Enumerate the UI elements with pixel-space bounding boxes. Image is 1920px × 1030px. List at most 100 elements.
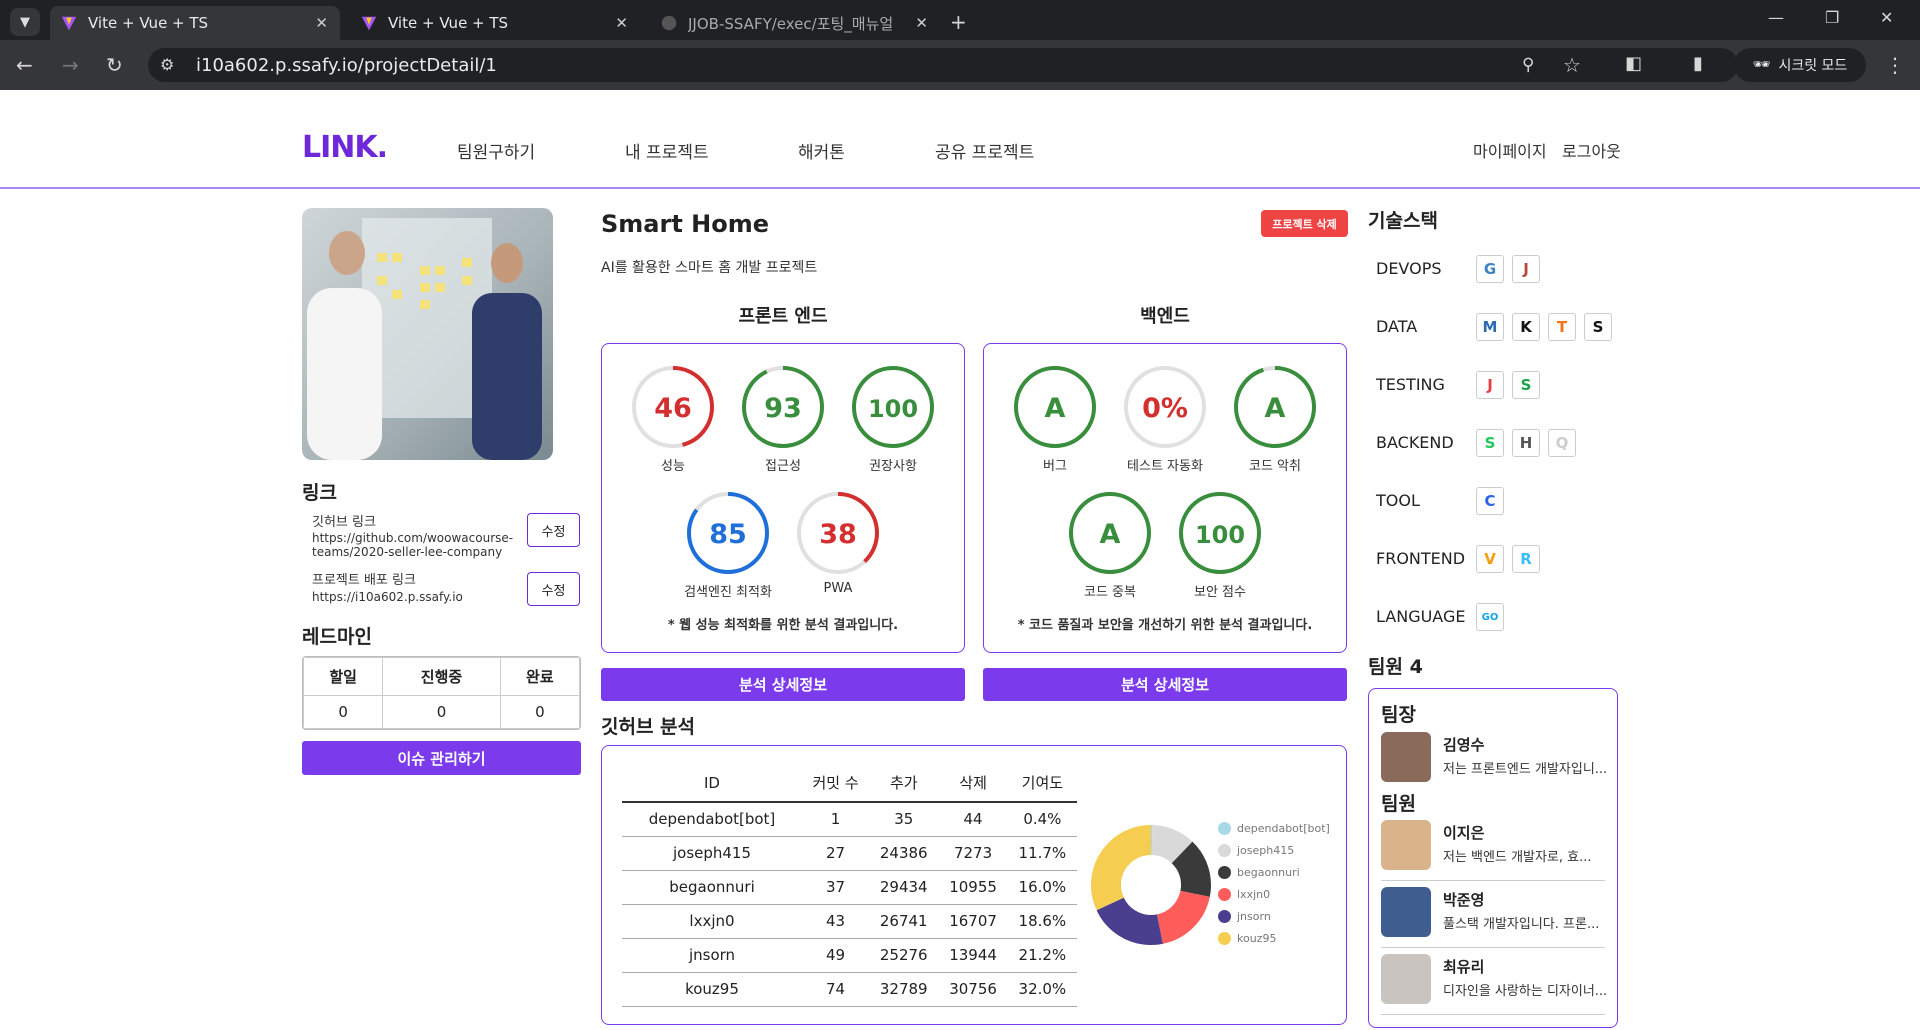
- project-photo-illustration: [302, 208, 553, 460]
- tech-icon[interactable]: V: [1476, 545, 1504, 573]
- forward-icon[interactable]: →: [62, 53, 79, 77]
- reload-icon[interactable]: ↻: [106, 53, 123, 77]
- table-cell: 43: [802, 904, 869, 938]
- nav-shared-projects[interactable]: 공유 프로젝트: [935, 138, 1034, 163]
- avatar[interactable]: [1381, 887, 1431, 937]
- table-cell: 18.6%: [1008, 904, 1077, 938]
- bookmark-star-icon[interactable]: ☆: [1563, 53, 1581, 77]
- table-cell: 44: [938, 802, 1007, 836]
- tech-icon[interactable]: Q: [1548, 429, 1576, 457]
- close-icon[interactable]: ✕: [915, 14, 928, 32]
- stack-category-frontend: FRONTEND: [1376, 549, 1465, 568]
- backend-gauge-0: A 버그: [1000, 363, 1110, 474]
- github-url-line2[interactable]: teams/2020-seller-lee-company: [312, 545, 502, 559]
- tech-icon[interactable]: J: [1512, 255, 1540, 283]
- nav-mypage[interactable]: 마이페이지: [1473, 138, 1547, 162]
- stack-category-language: LANGUAGE: [1376, 607, 1465, 626]
- table-cell: 24386: [869, 836, 938, 870]
- redmine-value-todo: 0: [304, 696, 383, 729]
- tech-icon[interactable]: S: [1512, 371, 1540, 399]
- legend-item[interactable]: kouz95: [1218, 927, 1330, 949]
- gauge-value: 100: [1195, 521, 1245, 549]
- member-title: 팀원: [1381, 789, 1416, 816]
- legend-item[interactable]: begaonnuri: [1218, 861, 1330, 883]
- edit-github-button[interactable]: 수정: [527, 513, 580, 547]
- legend-label: joseph415: [1237, 844, 1294, 857]
- frontend-gauge-ring: 46: [629, 363, 717, 451]
- member-name[interactable]: 박준영: [1443, 889, 1484, 910]
- nav-logout[interactable]: 로그아웃: [1562, 138, 1621, 162]
- leader-name[interactable]: 김영수: [1443, 734, 1484, 755]
- member-name[interactable]: 최유리: [1443, 956, 1484, 977]
- nav-find-members[interactable]: 팀원구하기: [457, 138, 535, 163]
- table-row: joseph415 27 24386 7273 11.7%: [622, 836, 1077, 870]
- vite-icon: [60, 14, 78, 32]
- zoom-icon[interactable]: ⚲: [1522, 55, 1534, 75]
- tech-icon[interactable]: J: [1476, 371, 1504, 399]
- gauge-label: 권장사항: [838, 455, 948, 474]
- back-icon[interactable]: ←: [16, 53, 33, 77]
- table-row: jnsorn 49 25276 13944 21.2%: [622, 938, 1077, 972]
- tech-icon[interactable]: T: [1548, 313, 1576, 341]
- legend-item[interactable]: lxxjn0: [1218, 883, 1330, 905]
- tab-2[interactable]: Vite + Vue + TS ✕: [350, 6, 640, 40]
- nav-hackathon[interactable]: 해커톤: [798, 138, 845, 163]
- tab-1[interactable]: Vite + Vue + TS ✕: [50, 6, 340, 40]
- tech-icon[interactable]: S: [1584, 313, 1612, 341]
- col-id: ID: [622, 764, 802, 802]
- frontend-detail-button[interactable]: 분석 상세정보: [601, 668, 965, 701]
- legend-label: dependabot[bot]: [1237, 822, 1330, 835]
- table-cell: 16707: [938, 904, 1007, 938]
- tech-icon[interactable]: G: [1476, 255, 1504, 283]
- incognito-badge[interactable]: 🕶 시크릿 모드: [1734, 48, 1866, 82]
- tab-3[interactable]: JJOB-SSAFY/exec/포팅_매뉴얼 ✕: [650, 6, 940, 40]
- extensions-icon[interactable]: ◧: [1625, 53, 1642, 74]
- gauge-value: A: [1265, 393, 1286, 424]
- col-commits: 커밋 수: [802, 764, 869, 802]
- logo[interactable]: LINK.: [302, 130, 387, 165]
- issue-manage-button[interactable]: 이슈 관리하기: [302, 741, 581, 775]
- close-window-icon[interactable]: ✕: [1880, 8, 1893, 27]
- edit-deploy-button[interactable]: 수정: [527, 572, 580, 606]
- site-info-icon[interactable]: ⚙: [160, 55, 174, 74]
- close-icon[interactable]: ✕: [315, 14, 328, 32]
- nav-my-projects[interactable]: 내 프로젝트: [625, 138, 709, 163]
- tab-title: Vite + Vue + TS: [388, 14, 508, 32]
- gauge-value: 93: [764, 393, 802, 424]
- legend-item[interactable]: dependabot[bot]: [1218, 817, 1330, 839]
- avatar[interactable]: [1381, 820, 1431, 870]
- table-row: dependabot[bot] 1 35 44 0.4%: [622, 802, 1077, 836]
- backend-note: * 코드 품질과 보안을 개선하기 위한 분석 결과입니다.: [983, 614, 1347, 633]
- tech-icon[interactable]: S: [1476, 429, 1504, 457]
- close-icon[interactable]: ✕: [615, 14, 628, 32]
- table-cell: 16.0%: [1008, 870, 1077, 904]
- tech-icon[interactable]: GO: [1476, 603, 1504, 631]
- avatar[interactable]: [1381, 954, 1431, 1004]
- member-name[interactable]: 이지은: [1443, 822, 1484, 843]
- minimize-icon[interactable]: —: [1768, 8, 1784, 27]
- url-text[interactable]: i10a602.p.ssafy.io/projectDetail/1: [196, 55, 497, 76]
- new-tab-icon[interactable]: +: [950, 10, 967, 34]
- deploy-url[interactable]: https://i10a602.p.ssafy.io: [312, 590, 463, 604]
- legend-item[interactable]: jnsorn: [1218, 905, 1330, 927]
- delete-project-button[interactable]: 프로젝트 삭제: [1261, 210, 1348, 237]
- github-table: ID 커밋 수 추가 삭제 기여도 dependabot[bot] 1 35 44 0.…: [622, 764, 1077, 1007]
- tab-search-button[interactable]: ▼: [10, 8, 40, 36]
- tech-icon[interactable]: H: [1512, 429, 1540, 457]
- side-panel-icon[interactable]: ▮: [1693, 53, 1703, 74]
- member-desc: 풀스택 개발자입니다. 프론...: [1443, 913, 1599, 932]
- tech-icon[interactable]: K: [1512, 313, 1540, 341]
- github-url-line1[interactable]: https://github.com/woowacourse-: [312, 531, 513, 545]
- col-deletions: 삭제: [938, 764, 1007, 802]
- github-analysis-title: 깃허브 분석: [601, 712, 695, 739]
- tech-icon[interactable]: R: [1512, 545, 1540, 573]
- tech-icon[interactable]: C: [1476, 487, 1504, 515]
- legend-item[interactable]: joseph415: [1218, 839, 1330, 861]
- avatar[interactable]: [1381, 732, 1431, 782]
- tech-icon[interactable]: M: [1476, 313, 1504, 341]
- menu-icon[interactable]: ⋮: [1885, 53, 1905, 77]
- tab-title: JJOB-SSAFY/exec/포팅_매뉴얼: [688, 13, 898, 34]
- maximize-icon[interactable]: ❐: [1825, 8, 1839, 27]
- legend-label: lxxjn0: [1237, 888, 1270, 901]
- backend-detail-button[interactable]: 분석 상세정보: [983, 668, 1347, 701]
